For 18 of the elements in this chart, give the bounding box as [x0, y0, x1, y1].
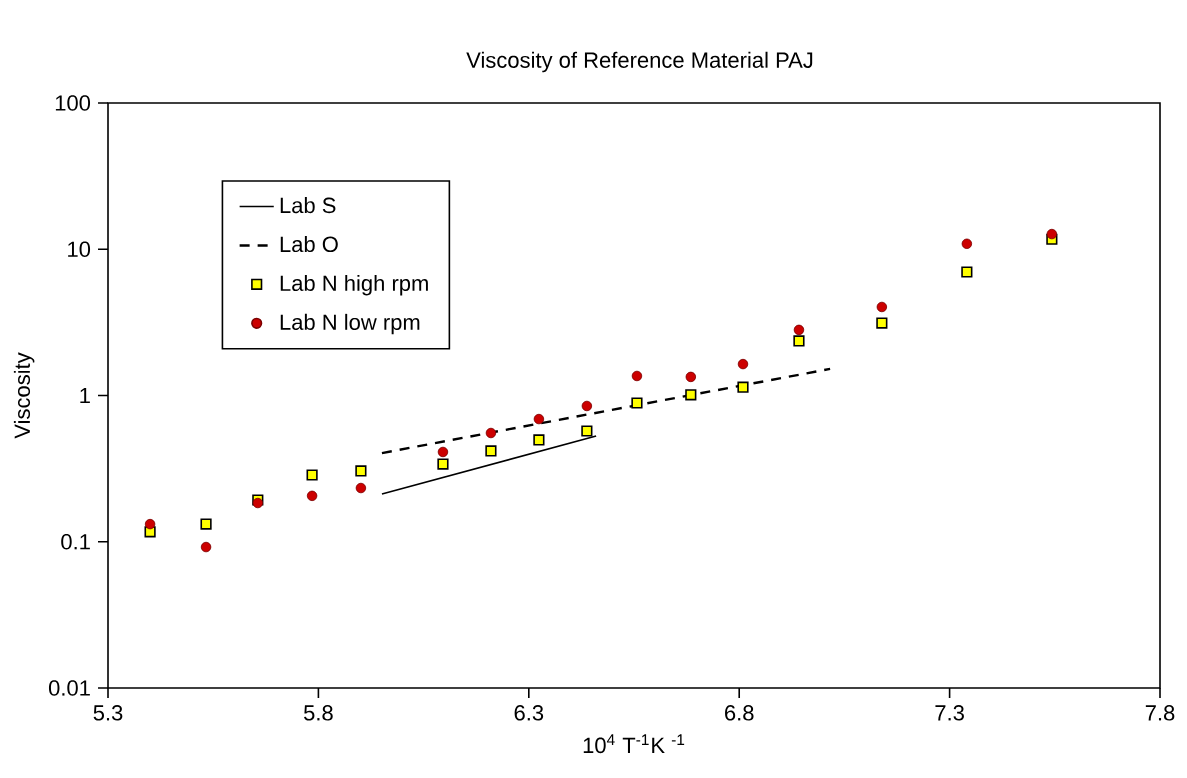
y-tick-label: 0.1 [61, 533, 90, 550]
x-tick-label: 5.3 [93, 705, 123, 721]
legend-label: Lab O [280, 235, 338, 253]
y-tick-label: 10 [68, 241, 91, 258]
legend-label: Lab N low rpm [280, 313, 420, 335]
x-axis-title: 10$^{4}$ T$^{-1}$K $^{-1}$ [583, 734, 685, 754]
legend-label: Lab N high rpm [280, 274, 428, 296]
y-tick-label: 0.01 [48, 680, 90, 696]
x-tick-label: 6.8 [725, 705, 754, 721]
chart-title: Viscosity of Reference Material PAJ [466, 51, 813, 73]
x-tick-label: 6.3 [514, 705, 544, 721]
legend-label: Lab S [280, 197, 336, 214]
x-tick-label: 7.3 [935, 705, 964, 721]
y-tick-label: 1 [80, 387, 90, 404]
x-tick-label: 7.8 [1145, 705, 1175, 721]
x-tick-label: 5.8 [303, 705, 333, 721]
y-axis-title: Viscosity [13, 352, 35, 439]
y-tick-label: 100 [55, 95, 91, 111]
